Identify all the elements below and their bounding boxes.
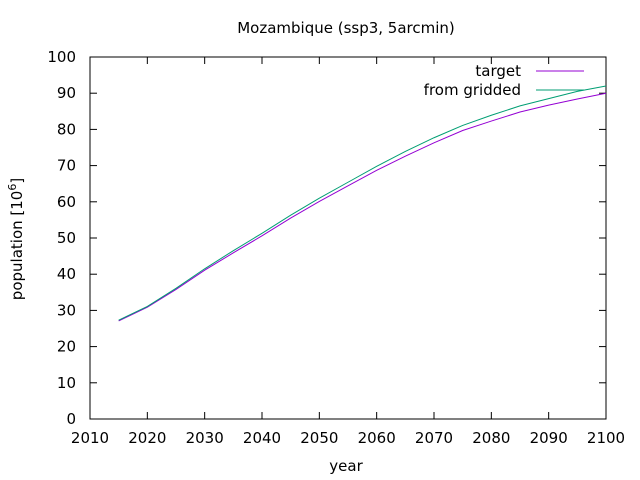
y-tick-label: 50 <box>57 229 76 247</box>
legend-label-from-gridded: from gridded <box>424 81 521 99</box>
y-axis-label-exponent: 6 <box>6 184 19 191</box>
series-line-target <box>118 92 607 322</box>
y-tick-label: 100 <box>47 48 76 66</box>
y-axis-label-tail: ] <box>8 178 26 184</box>
x-axis-label: year <box>329 457 363 475</box>
x-tick-label: 2100 <box>587 429 625 447</box>
plot-area: 2010 2020 2030 2040 2050 2060 2070 2080 2090 2100… <box>47 48 625 447</box>
y-axis-label: population [106] <box>6 178 26 300</box>
y-tick-label: 10 <box>57 374 76 392</box>
y-tick-label: 40 <box>57 265 76 283</box>
legend-label-target: target <box>475 62 521 80</box>
x-tick-label: 2080 <box>472 429 510 447</box>
x-tick-label: 2090 <box>530 429 568 447</box>
chart-title: Mozambique (ssp3, 5arcmin) <box>237 19 455 37</box>
y-tick-label: 20 <box>57 338 76 356</box>
plot-frame <box>89 56 607 420</box>
y-tick-label: 90 <box>57 84 76 102</box>
y-axis-label-base: population [10 <box>8 191 26 301</box>
x-tick-label: 2010 <box>71 429 109 447</box>
y-tick-label: 70 <box>57 157 76 175</box>
x-tick-label: 2070 <box>415 429 453 447</box>
x-tick-label: 2030 <box>186 429 224 447</box>
y-tick-label: 0 <box>66 410 76 428</box>
x-tick-label: 2020 <box>128 429 166 447</box>
y-tick-label: 60 <box>57 193 76 211</box>
y-tick-label: 80 <box>57 120 76 138</box>
x-tick-label: 2060 <box>358 429 396 447</box>
series-line-from-gridded <box>118 85 607 321</box>
x-tick-label: 2040 <box>243 429 281 447</box>
y-tick-label: 30 <box>57 301 76 319</box>
x-tick-label: 2050 <box>300 429 338 447</box>
